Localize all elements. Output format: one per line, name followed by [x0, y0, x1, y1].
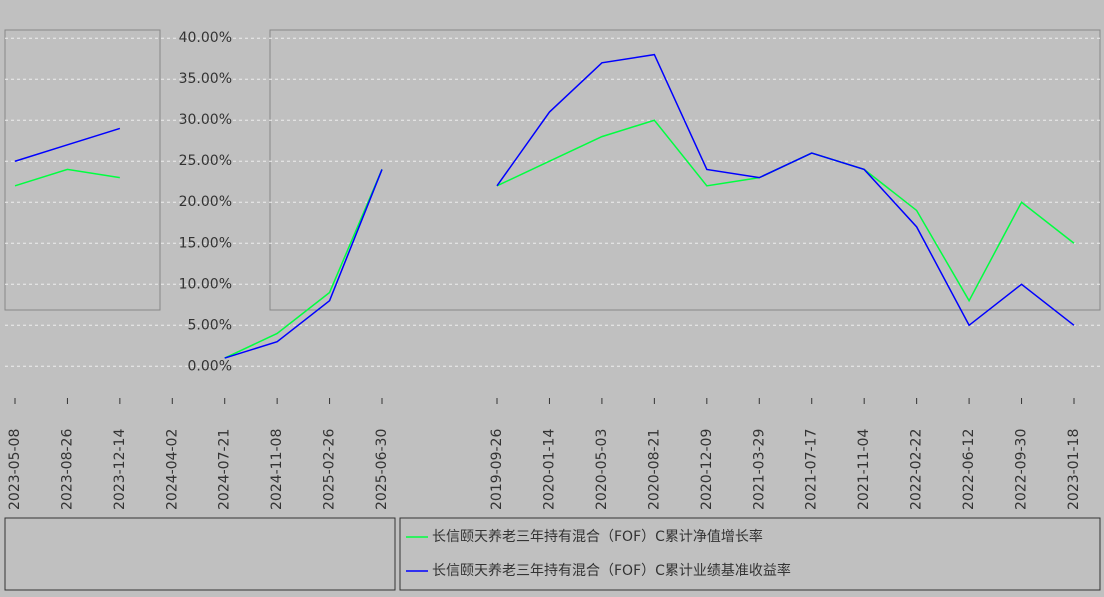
y-tick-label: 40.00% — [179, 30, 232, 46]
x-tick-label: 2022-06-12 — [961, 429, 977, 510]
y-tick-label: 20.00% — [179, 194, 232, 210]
legend-box — [399, 517, 1101, 591]
x-tick-label: 2021-11-04 — [856, 429, 872, 510]
x-tick-label: 2019-09-26 — [489, 429, 505, 510]
y-tick-label: 30.00% — [179, 112, 232, 128]
x-tick-label: 2022-09-30 — [1014, 429, 1030, 510]
x-tick-label: 2020-12-09 — [699, 429, 715, 510]
legend-label: 长信颐天养老三年持有混合（FOF）C累计净值增长率 — [432, 528, 763, 545]
x-tick-label: 2024-07-21 — [217, 429, 233, 510]
x-tick-label: 2020-01-14 — [541, 429, 557, 510]
series-line — [496, 53, 1075, 327]
legend-label: 长信颐天养老三年持有混合（FOF）C累计业绩基准收益率 — [432, 562, 791, 579]
x-tick-label: 2020-08-21 — [646, 429, 662, 510]
x-tick-label: 2023-01-18 — [1066, 429, 1082, 510]
x-tick-label: 2022-02-22 — [909, 429, 925, 510]
y-tick-label: 10.00% — [179, 276, 232, 292]
left-frame — [4, 29, 161, 311]
x-tick-label: 2023-05-08 — [7, 429, 23, 510]
x-tick-label: 2021-03-29 — [751, 429, 767, 510]
x-tick-label: 2023-12-14 — [112, 429, 128, 510]
x-tick-label: 2021-07-17 — [804, 429, 820, 510]
series-line — [14, 168, 383, 359]
y-tick-label: 35.00% — [179, 71, 232, 87]
empty-legend-box — [4, 517, 396, 591]
y-tick-label: 15.00% — [179, 235, 232, 251]
right-frame — [269, 29, 1101, 311]
series-line — [14, 127, 383, 359]
x-tick-label: 2024-04-02 — [164, 429, 180, 510]
x-tick-label: 2025-02-26 — [322, 429, 338, 510]
x-tick-label: 2020-05-03 — [594, 429, 610, 510]
x-tick-label: 2023-08-26 — [59, 429, 75, 510]
y-tick-label: 0.00% — [188, 358, 232, 374]
x-tick-label: 2024-11-08 — [269, 429, 285, 510]
x-tick-label: 2025-06-30 — [374, 429, 390, 510]
y-tick-label: 25.00% — [179, 153, 232, 169]
y-tick-label: 5.00% — [188, 317, 232, 333]
